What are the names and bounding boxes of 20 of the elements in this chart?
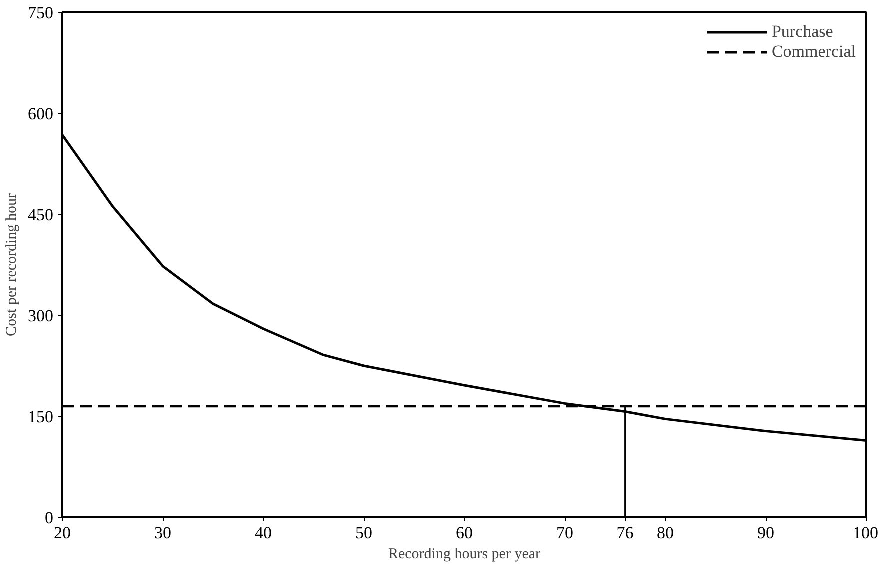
x-tick-label: 76 — [616, 524, 634, 542]
x-tick-label: 90 — [758, 524, 774, 542]
x-tick-label: 30 — [154, 524, 172, 542]
y-axis-title: Cost per recording hour — [4, 194, 20, 336]
x-tick-label: 100 — [853, 524, 878, 542]
y-tick-label: 450 — [28, 206, 54, 224]
y-tick-label: 0 — [45, 508, 54, 528]
x-tick-label: 80 — [657, 524, 674, 542]
x-tick-label: 40 — [255, 524, 272, 542]
legend-label: Commercial — [772, 42, 856, 62]
x-tick-label: 20 — [54, 524, 71, 542]
y-tick-label: 600 — [28, 104, 54, 124]
y-tick-label: 150 — [28, 408, 54, 426]
x-axis-title: Recording hours per year — [388, 546, 541, 562]
y-tick-label: 300 — [28, 306, 54, 326]
y-tick-label: 750 — [28, 4, 54, 22]
legend-label: Purchase — [772, 22, 834, 42]
x-tick-label: 50 — [356, 524, 372, 542]
x-tick-label: 70 — [556, 524, 574, 542]
x-tick-label: 60 — [456, 524, 473, 542]
